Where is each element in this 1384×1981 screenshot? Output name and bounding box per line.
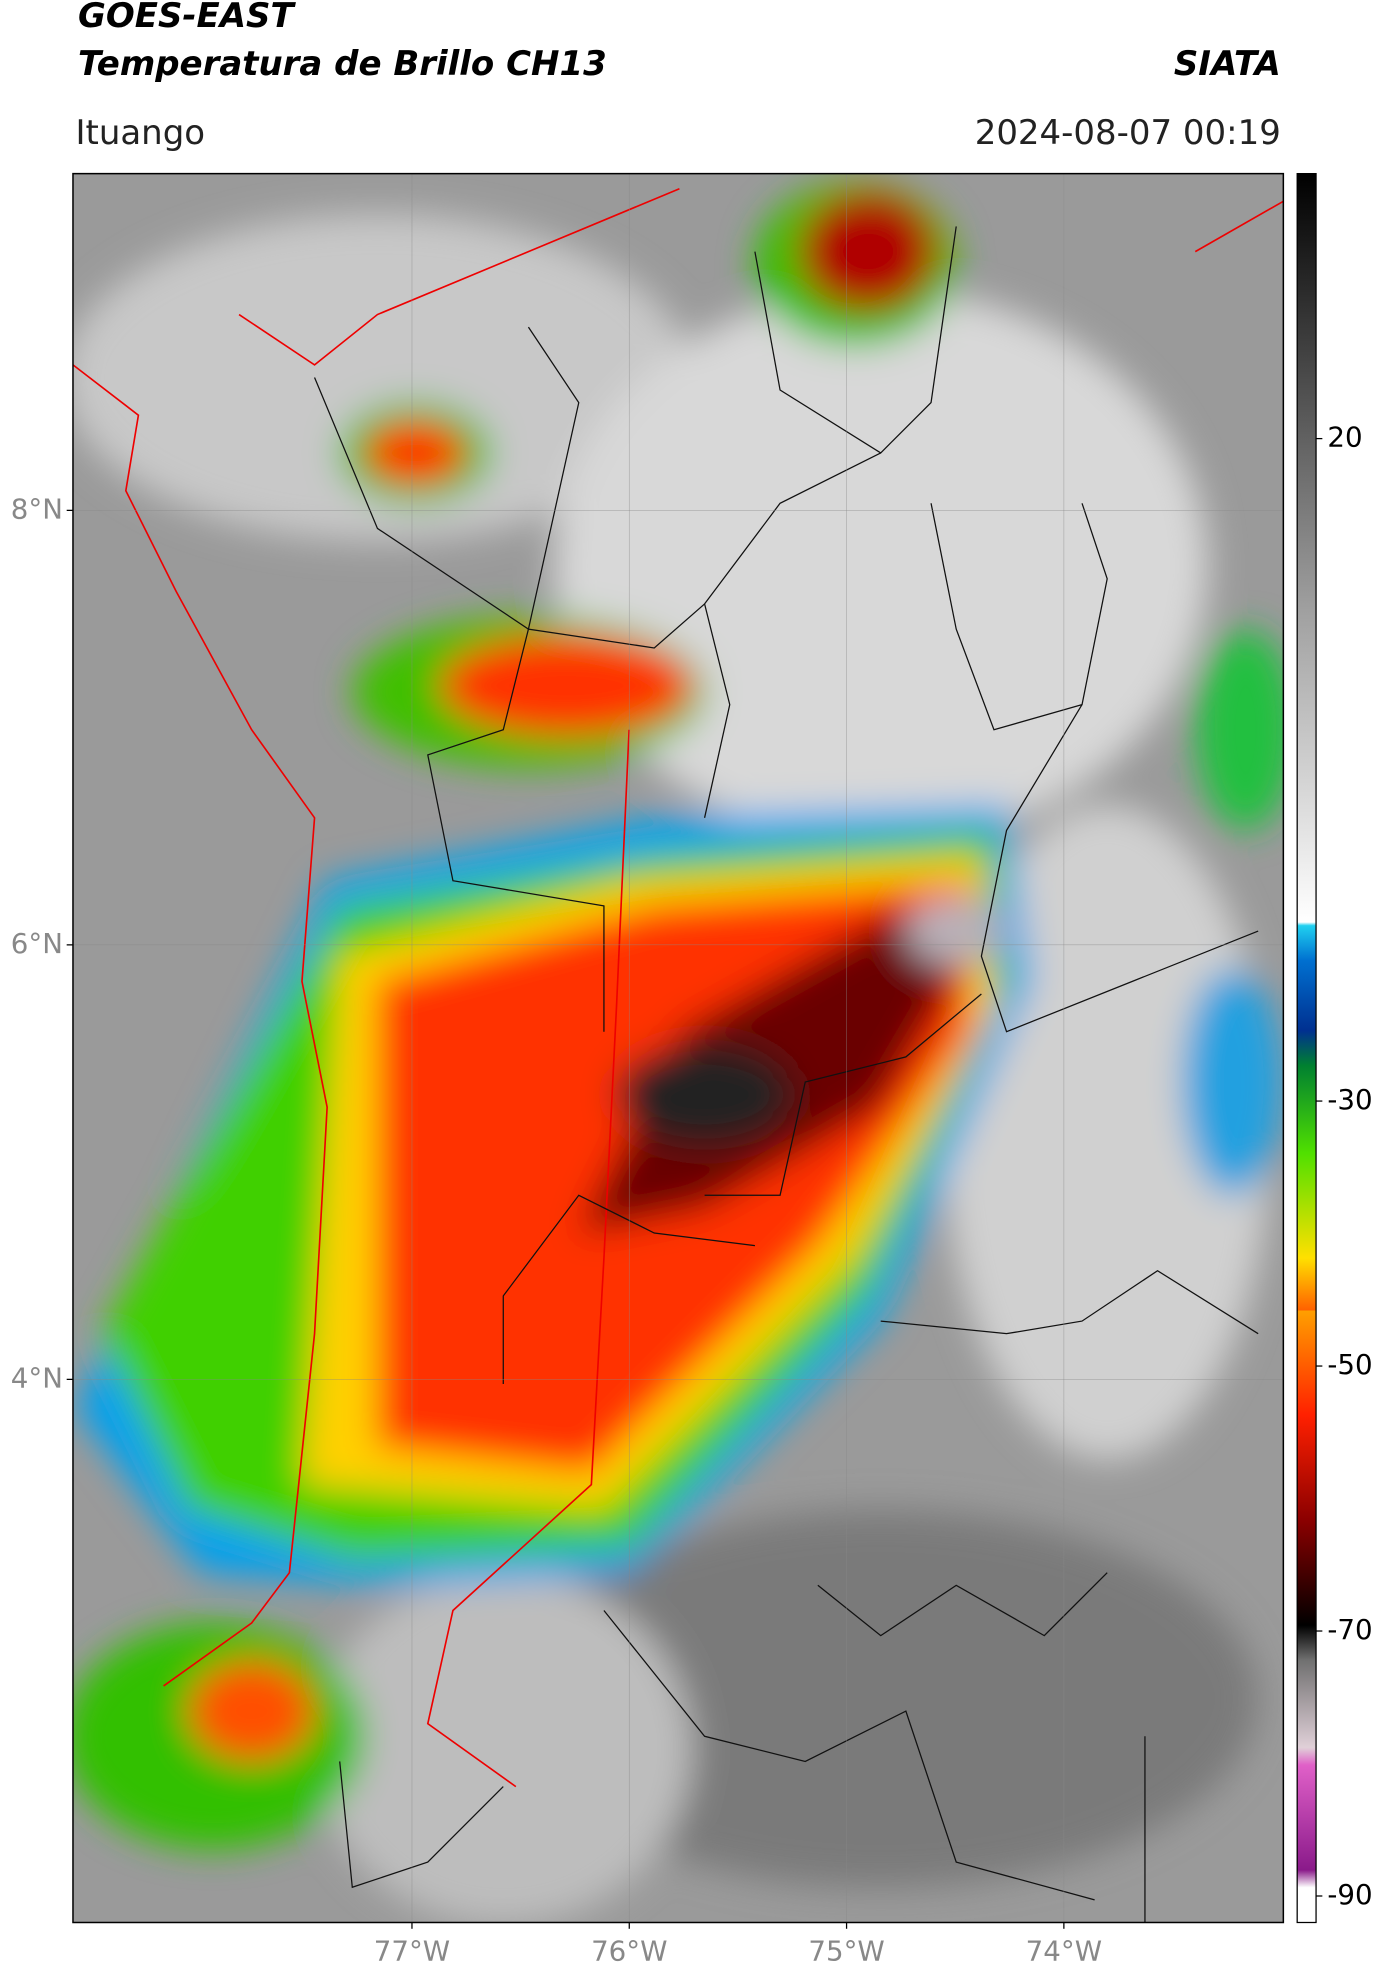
lat-tick-label: 8°N [11, 492, 63, 525]
title: GOES-EAST [78, 0, 296, 36]
lat-tick-label: 6°N [11, 927, 63, 960]
colorbar-tick-label: -30 [1327, 1083, 1372, 1116]
satellite-image [72, 173, 1284, 1923]
lat-tick-label: 4°N [11, 1361, 63, 1394]
lon-tick-label: 77°W [374, 1935, 450, 1968]
source: SIATA [1174, 44, 1281, 84]
colorbar-tick-label: -90 [1327, 1878, 1372, 1911]
lon-tick-label: 74°W [1026, 1935, 1102, 1968]
datetime: 2024-08-07 00:19 [975, 113, 1281, 153]
colorbar-tick-label: 20 [1327, 421, 1362, 454]
lon-tick-label: 76°W [591, 1935, 667, 1968]
lon-tick-label: 75°W [808, 1935, 884, 1968]
location: Ituango [75, 113, 205, 153]
colorbar [1296, 172, 1317, 1924]
subtitle: Temperatura de Brillo CH13 [78, 44, 607, 84]
colorbar-tick-label: -70 [1327, 1613, 1372, 1646]
map-frame [72, 172, 1285, 1924]
colorbar-tick-label: -50 [1327, 1348, 1372, 1381]
